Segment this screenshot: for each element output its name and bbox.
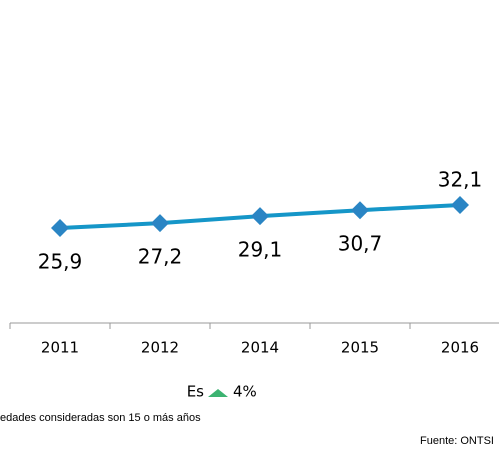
marker	[151, 214, 169, 233]
marker	[251, 207, 269, 226]
x-tick-label: 2015	[341, 339, 379, 357]
change-value: 4%	[233, 383, 257, 401]
footnote: edades consideradas son 15 o más años	[0, 412, 201, 424]
data-label: 27,2	[138, 245, 183, 269]
x-tick-label: 2011	[41, 339, 79, 357]
marker	[51, 219, 69, 237]
marker	[351, 201, 369, 220]
change-label: Es	[187, 383, 204, 401]
x-tick-label: 2012	[141, 339, 179, 357]
marker	[451, 196, 469, 214]
data-label: 25,9	[38, 250, 83, 274]
data-label: 32,1	[438, 168, 483, 192]
data-label: 30,7	[338, 232, 383, 256]
change-arrow	[208, 389, 228, 397]
x-tick-label: 2014	[241, 339, 279, 357]
source: Fuente: ONTSI	[420, 435, 494, 447]
x-tick-label: 2016	[441, 339, 479, 357]
data-label: 29,1	[238, 238, 283, 262]
